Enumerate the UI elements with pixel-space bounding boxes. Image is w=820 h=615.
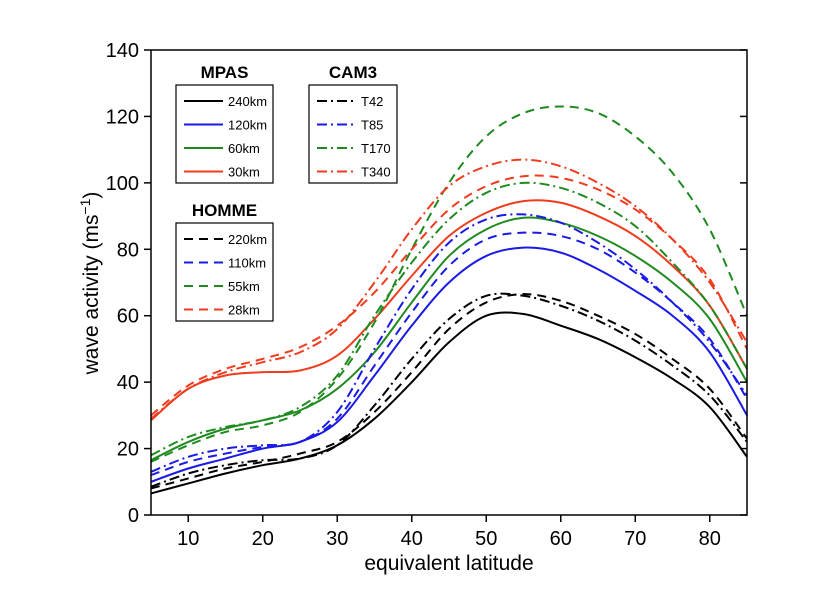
x-tick-label: 80 [699, 528, 721, 550]
x-tick-label: 40 [401, 528, 423, 550]
legend-cam3: CAM3 T42 T85 T170 T340 [308, 63, 398, 184]
series-line-55km [150, 105, 748, 463]
legend-entry-label: T85 [361, 118, 383, 133]
legend-entry-label: 240km [228, 94, 267, 109]
legend-entry-label: 120km [228, 118, 267, 133]
legend-title: CAM3 [329, 63, 377, 82]
y-axis-ticks: 0 20 40 60 80 100 120 140 [106, 40, 747, 527]
y-tick-label: 60 [117, 306, 139, 328]
x-axis-ticks: 10 20 30 40 50 60 70 80 [177, 515, 721, 550]
x-tick-label: 10 [177, 528, 199, 550]
y-tick-label: 0 [128, 505, 139, 527]
y-axis-label-end: ) [80, 192, 103, 199]
series-line-t85 [150, 213, 748, 473]
y-axis-label-sup: −1 [77, 198, 93, 214]
series-line-28km [150, 174, 748, 417]
series-line-120km [150, 246, 748, 483]
series-lines [150, 105, 748, 495]
legend-mpas: MPAS 240km 120km 60km 30km [175, 63, 274, 184]
legend-entry-label: T340 [361, 165, 391, 180]
series-line-220km [150, 293, 748, 490]
y-tick-label: 120 [106, 106, 139, 128]
legend-entry-label: T42 [361, 94, 383, 109]
y-tick-label: 20 [117, 439, 139, 461]
legend-entry-label: 55km [228, 279, 260, 294]
legend-homme: HOMME 220km 110km 55km 28km [175, 201, 274, 322]
series-line-t170 [150, 181, 748, 457]
y-tick-label: 80 [117, 239, 139, 261]
x-tick-label: 50 [475, 528, 497, 550]
legend-entry-label: 110km [228, 256, 266, 271]
series-line-t42 [150, 292, 748, 488]
legend-title: HOMME [192, 201, 257, 220]
legends: MPAS 240km 120km 60km 30km CAM3 T42 T85 T170 T340… [175, 63, 398, 322]
y-tick-label: 100 [106, 173, 139, 195]
series-line-110km [150, 231, 748, 477]
x-tick-label: 70 [624, 528, 646, 550]
legend-entry-label: 60km [228, 141, 260, 156]
legend-entry-label: 30km [228, 165, 260, 180]
x-axis-label: equivalent latitude [364, 552, 533, 575]
y-axis-label: wave activity (ms−1) [77, 192, 103, 376]
series-line-240km [150, 311, 748, 495]
y-tick-label: 40 [117, 372, 139, 394]
y-axis-label-main: wave activity (ms [80, 215, 103, 376]
legend-title: MPAS [201, 63, 249, 82]
x-tick-label: 60 [550, 528, 572, 550]
plot-frame [150, 49, 748, 516]
series-line-30km [150, 199, 748, 422]
legend-entry-label: 220km [228, 232, 267, 247]
y-tick-label: 140 [106, 40, 139, 62]
x-tick-label: 30 [326, 528, 348, 550]
legend-entry-label: 28km [228, 303, 260, 318]
legend-entry-label: T170 [361, 141, 391, 156]
x-tick-label: 20 [252, 528, 274, 550]
